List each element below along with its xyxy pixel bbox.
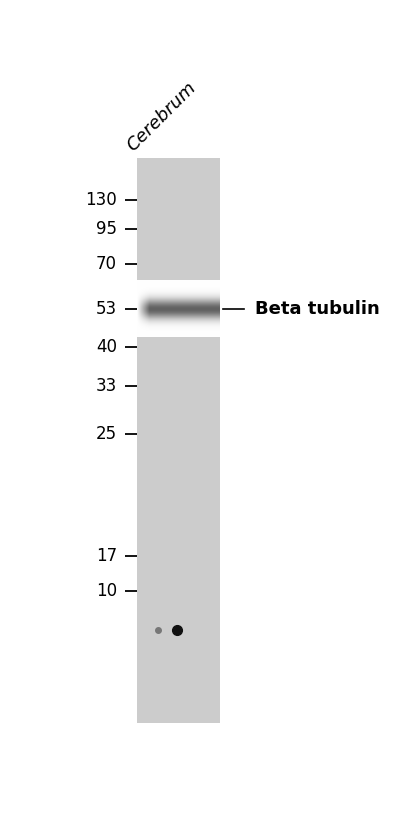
Text: 25: 25 <box>96 425 117 443</box>
Text: Beta tubulin: Beta tubulin <box>255 299 380 318</box>
Text: 130: 130 <box>85 191 117 208</box>
Bar <box>137 158 220 723</box>
Text: 40: 40 <box>96 339 117 356</box>
Text: 17: 17 <box>96 547 117 565</box>
Text: 33: 33 <box>96 377 117 394</box>
Text: 10: 10 <box>96 582 117 600</box>
Text: 53: 53 <box>96 299 117 318</box>
Text: Cerebrum: Cerebrum <box>124 78 200 154</box>
Text: 95: 95 <box>96 219 117 238</box>
Text: 70: 70 <box>96 255 117 273</box>
